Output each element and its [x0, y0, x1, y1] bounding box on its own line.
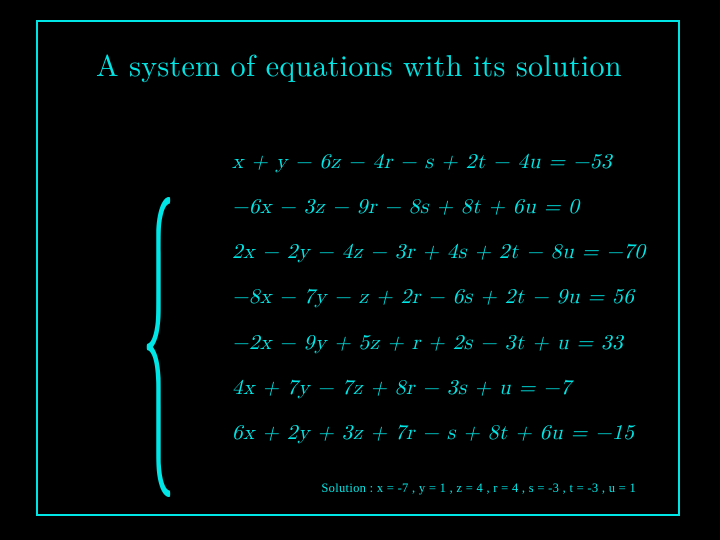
equation-row: −8x − 7y − z + 2r − 6s + 2t − 9u = 56: [232, 285, 645, 310]
equation-row: −6x − 3z − 9r − 8s + 8t + 6u = 0: [232, 195, 645, 220]
equation-row: 4x + 7y − 7z + 8r − 3s + u = −7: [232, 376, 645, 401]
equation-list: x + y − 6z − 4r − s + 2t − 4u = −53 −6x …: [232, 150, 645, 446]
equation-row: 6x + 2y + 3z + 7r − s + 8t + 6u = −15: [232, 421, 645, 446]
left-brace-icon: {: [142, 150, 175, 446]
slide-frame: A system of equations with its solution …: [36, 20, 680, 516]
equation-row: 2x − 2y − 4z − 3r + 4s + 2t − 8u = −70: [232, 240, 645, 265]
equation-system: { x + y − 6z − 4r − s + 2t − 4u = −53 −6…: [142, 150, 645, 446]
solution-text: Solution : x = -7 , y = 1 , z = 4 , r = …: [321, 481, 636, 496]
equation-row: −2x − 9y + 5z + r + 2s − 3t + u = 33: [232, 331, 645, 356]
equation-row: x + y − 6z − 4r − s + 2t − 4u = −53: [232, 150, 645, 175]
page-title: A system of equations with its solution: [96, 42, 678, 85]
